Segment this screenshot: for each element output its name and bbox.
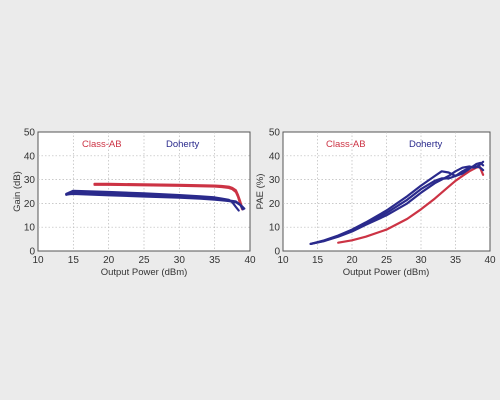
pae-x-tick-label: 10 [277,255,289,266]
gain-x-tick-label: 40 [244,255,256,266]
pae-x-tick-label: 35 [450,255,462,266]
gain-x-tick-label: 30 [174,255,186,266]
pae-x-tick-label: 15 [312,255,324,266]
pae-y-tick-label: 20 [269,199,281,210]
pae-x-tick-label: 30 [415,255,427,266]
gain-curves [65,182,246,212]
gain-x-tick-label: 25 [138,255,150,266]
gain-series-class-ab-1 [93,183,244,211]
gain-x-tick-label: 35 [209,255,221,266]
pae-series-doherty-3 [309,160,485,245]
pae-y-tick-label: 10 [269,223,281,234]
pae-y-tick-label: 50 [269,128,281,139]
gain-y-tick-label: 40 [24,151,36,162]
gain-series-doherty-4 [65,192,246,210]
gain-legend-class-ab: Class-AB [82,139,122,150]
pae-y-tick-label: 0 [274,247,280,258]
gain-y-tick-label: 20 [24,199,36,210]
gain-y-tick-label: 50 [24,128,36,139]
pae-y-axis-label: PAE (%) [255,174,266,210]
pae-y-tick-label: 30 [269,175,281,186]
pae-x-tick-label: 20 [346,255,358,266]
pae-x-tick-label: 40 [484,255,496,266]
gain-y-axis-label: Gain (dB) [12,171,23,212]
pae-y-tick-label: 40 [269,151,281,162]
gain-legend-doherty: Doherty [166,139,200,150]
pae-curves [309,160,485,245]
gain-x-tick-label: 20 [103,255,115,266]
pae-x-tick-label: 25 [381,255,393,266]
pae-x-axis-label: Output Power (dBm) [343,267,430,278]
pae-legend-doherty: Doherty [409,139,443,150]
gain-x-tick-label: 10 [32,255,44,266]
gain-y-tick-label: 0 [29,247,35,258]
gain-x-axis-label: Output Power (dBm) [101,267,188,278]
gain-y-tick-label: 10 [24,223,36,234]
gain-y-tick-label: 30 [24,175,36,186]
pae-legend-class-ab: Class-AB [326,139,366,150]
gain-series-doherty-2 [65,189,240,212]
gain-x-tick-label: 15 [68,255,80,266]
